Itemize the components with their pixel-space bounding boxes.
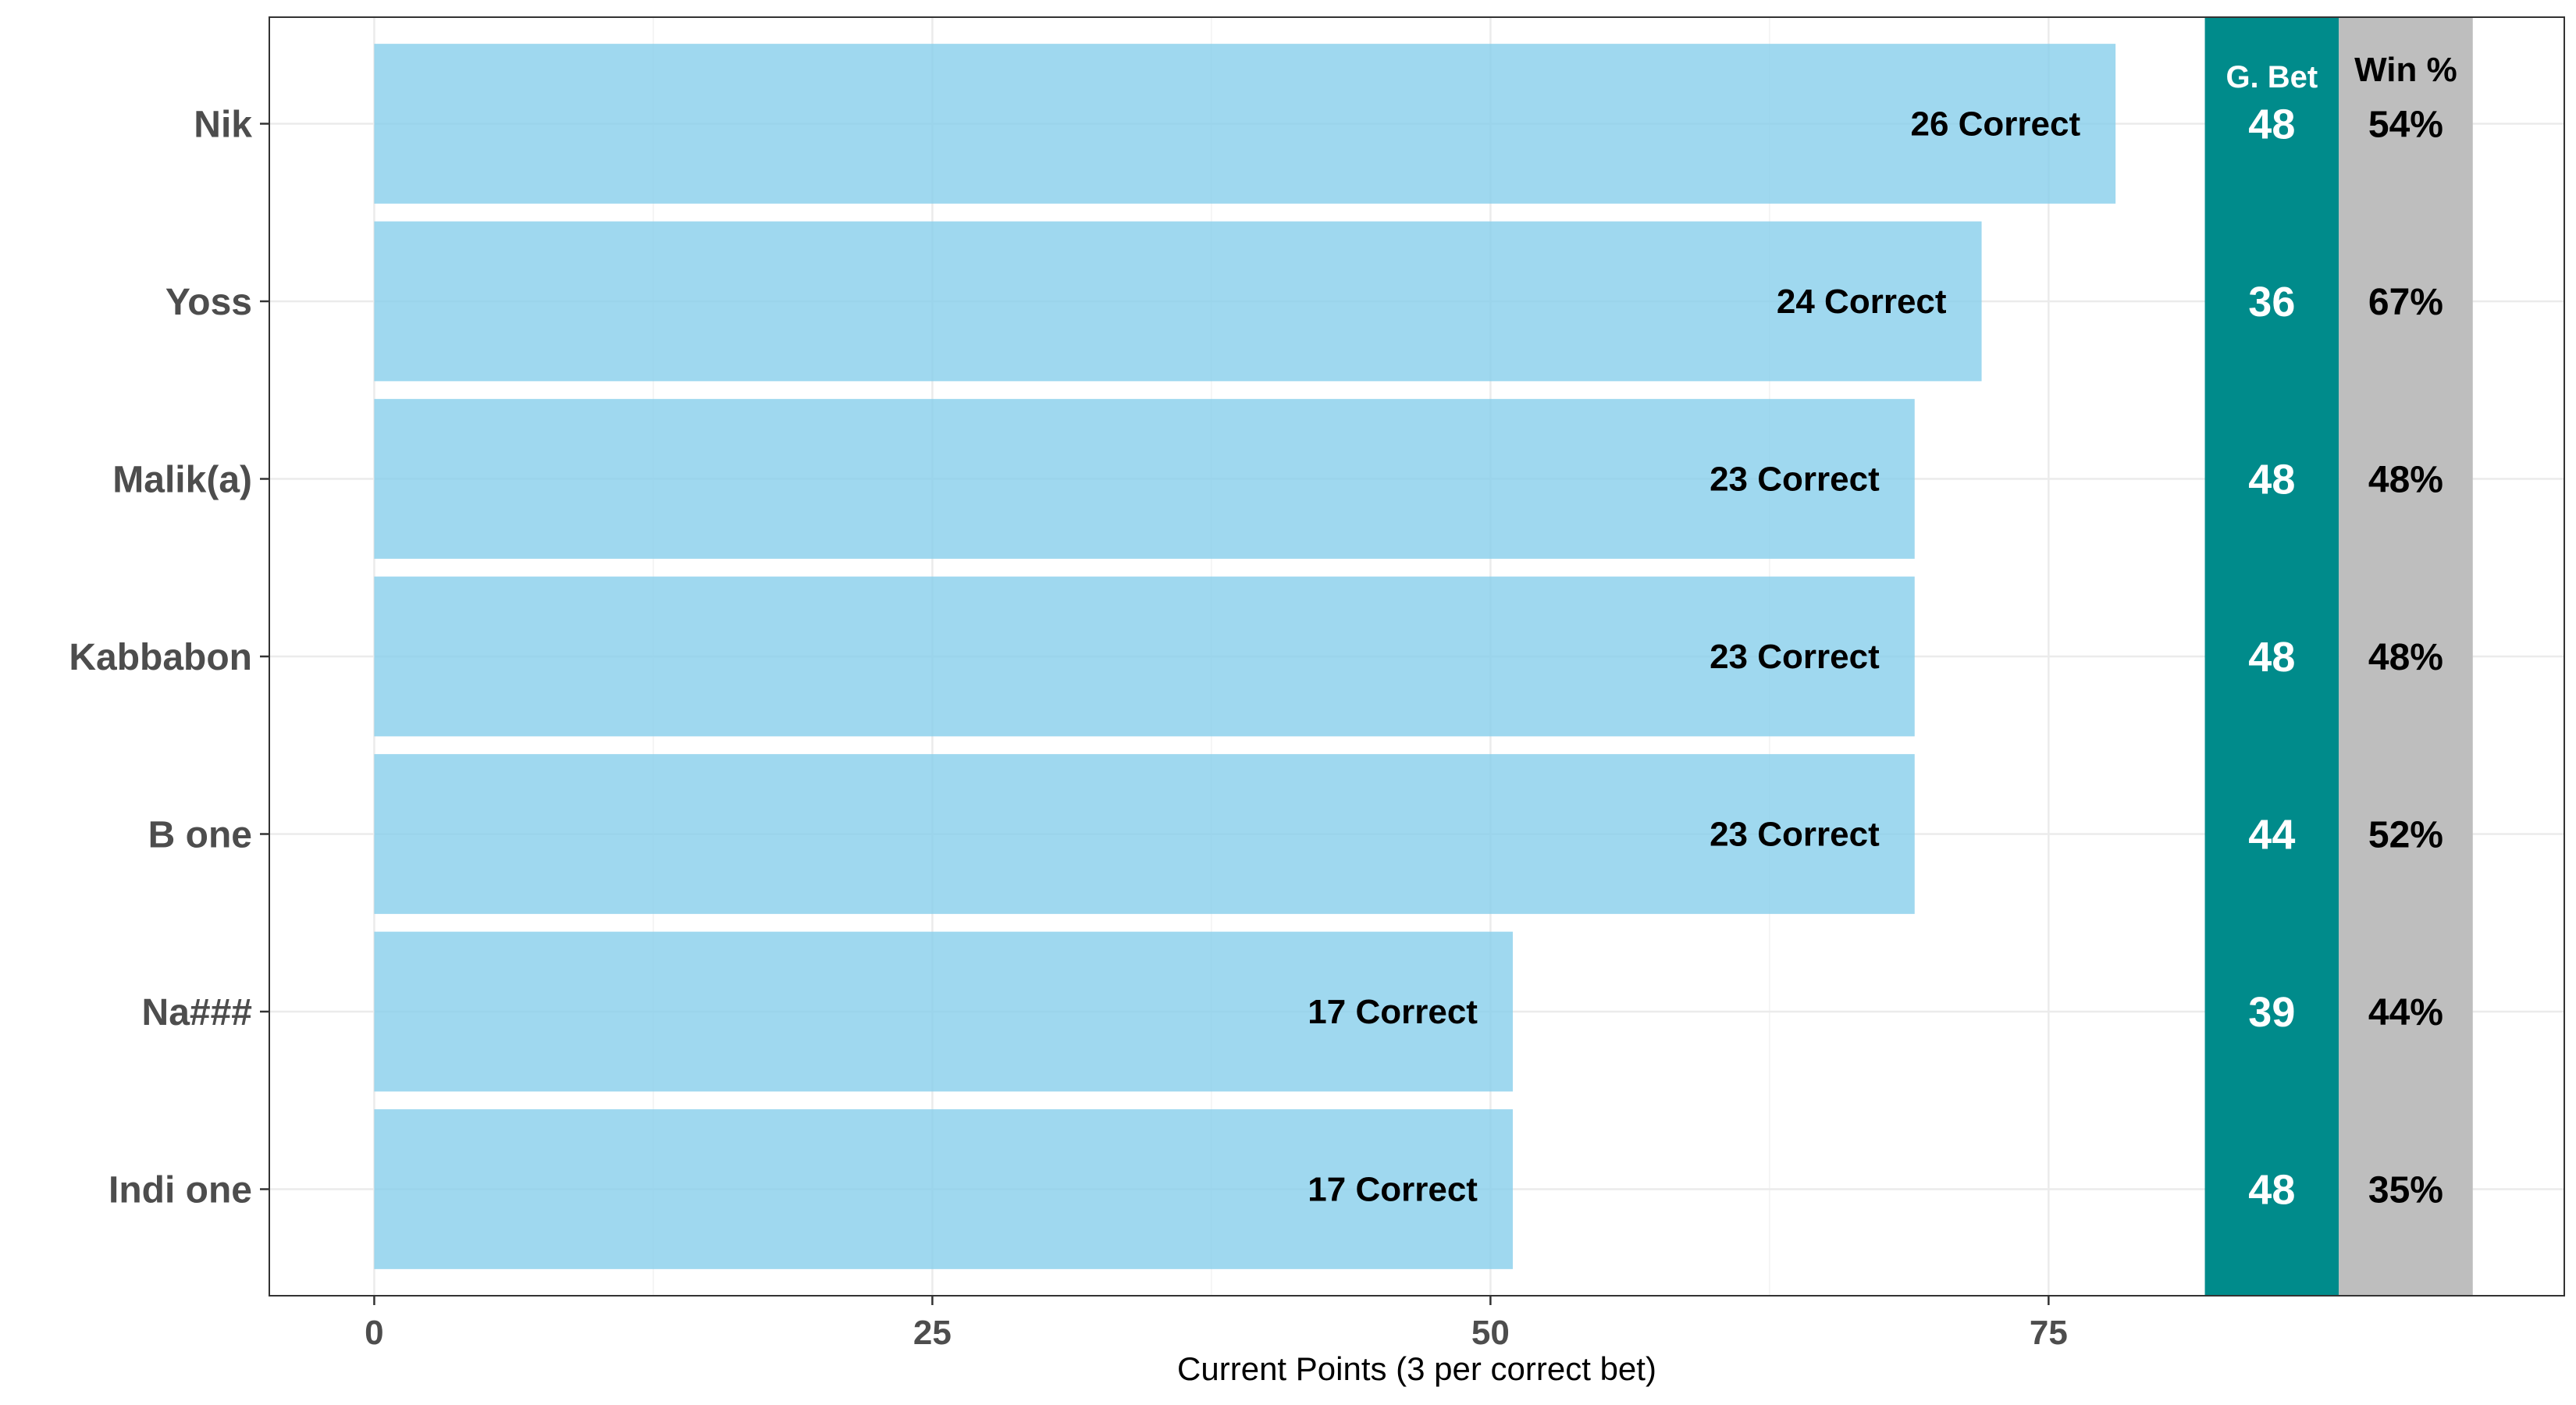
y-tick-label: Malik(a) bbox=[112, 460, 252, 501]
bar-value-label: 26 Correct bbox=[1910, 105, 2080, 144]
bar-value-label: 24 Correct bbox=[1777, 283, 1947, 321]
side-column-header: Win % bbox=[2354, 51, 2457, 89]
bar-value-label: 23 Correct bbox=[1710, 638, 1880, 676]
y-tick-label: Yoss bbox=[165, 282, 252, 323]
side-column-value: 44% bbox=[2368, 992, 2443, 1033]
bar-labels: 26 Correct 24 Correct 23 Correct 23 Correct… bbox=[1308, 105, 2080, 1209]
x-axis-title: Current Points (3 per correct bet) bbox=[1177, 1350, 1656, 1387]
x-tick-label: 25 bbox=[913, 1314, 952, 1352]
side-column-value: 44 bbox=[2248, 812, 2295, 859]
side-column-value: 48 bbox=[2248, 457, 2295, 503]
side-column-value: 39 bbox=[2248, 989, 2295, 1036]
bar bbox=[374, 1109, 1513, 1269]
side-column-value: 48 bbox=[2248, 1167, 2295, 1214]
bar bbox=[374, 931, 1513, 1092]
y-tick-label: Indi one bbox=[109, 1170, 252, 1211]
bar-value-label: 23 Correct bbox=[1710, 816, 1880, 854]
side-column-value: 35% bbox=[2368, 1170, 2443, 1211]
y-tick-label: B one bbox=[148, 815, 252, 856]
axes: Nik Yoss Malik(a) Kabbabon B one Na### Indi on… bbox=[69, 105, 2067, 1353]
bar bbox=[374, 44, 2116, 204]
side-column-band bbox=[2204, 17, 2339, 1296]
side-columns bbox=[2204, 17, 2473, 1296]
side-column-band bbox=[2339, 17, 2473, 1296]
y-tick-label: Kabbabon bbox=[69, 637, 252, 678]
bar-value-label: 23 Correct bbox=[1710, 461, 1880, 499]
side-column-header: G. Bet bbox=[2226, 60, 2318, 94]
side-column-value: 48% bbox=[2368, 637, 2443, 678]
side-column-value: 67% bbox=[2368, 282, 2443, 323]
y-tick-label: Nik bbox=[194, 105, 252, 146]
side-column-value: 48% bbox=[2368, 460, 2443, 501]
x-tick-label: 75 bbox=[2030, 1314, 2068, 1352]
bar bbox=[374, 754, 1915, 914]
side-column-values: G. Bet 48 36 48 48 44 39 48 Win % 54% 67% 48% 48% 52%… bbox=[2226, 51, 2457, 1214]
bar bbox=[374, 576, 1915, 737]
bar bbox=[374, 399, 1915, 559]
y-tick-label: Na### bbox=[142, 992, 252, 1033]
bars bbox=[374, 44, 2116, 1269]
bar-value-label: 17 Correct bbox=[1308, 993, 1478, 1031]
bar-value-label: 17 Correct bbox=[1308, 1171, 1478, 1209]
x-tick-label: 50 bbox=[1471, 1314, 1510, 1352]
x-tick-label: 0 bbox=[365, 1314, 383, 1352]
side-column-value: 36 bbox=[2248, 279, 2295, 325]
side-column-value: 48 bbox=[2248, 634, 2295, 681]
side-column-value: 52% bbox=[2368, 815, 2443, 856]
side-column-value: 48 bbox=[2248, 101, 2295, 148]
bar bbox=[374, 221, 1982, 382]
side-column-value: 54% bbox=[2368, 105, 2443, 146]
